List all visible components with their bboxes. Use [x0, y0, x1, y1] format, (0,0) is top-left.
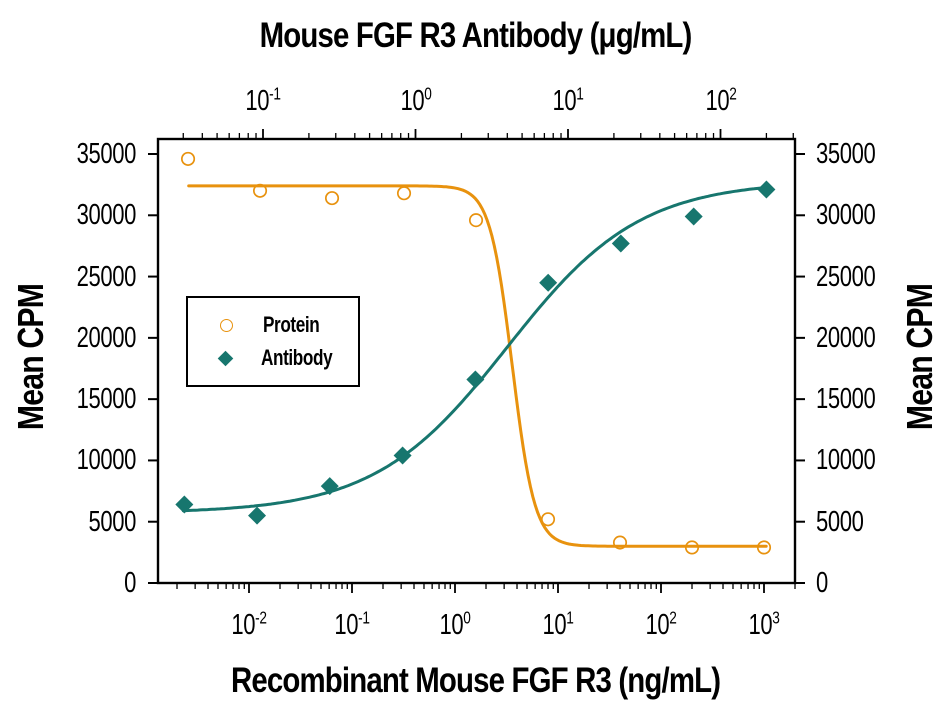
protein-data-point — [540, 512, 556, 527]
y-tick-label-right: 5000 — [816, 505, 864, 538]
x-tick-label-top: 100 — [400, 83, 431, 117]
antibody-data-point — [757, 180, 776, 199]
y-tick-label-left: 15000 — [76, 383, 137, 416]
y-tick-label-right: 15000 — [816, 383, 876, 416]
x-tick-label-bottom: 100 — [439, 607, 471, 641]
antibody-data-point — [539, 273, 558, 292]
protein-data-point — [180, 151, 196, 166]
y-tick-label-right: 30000 — [816, 199, 876, 232]
x-tick-label-top: 101 — [552, 83, 584, 117]
filled-diamond-marker-icon — [217, 350, 234, 366]
legend-item-protein: Protein — [188, 312, 358, 337]
antibody-data-point — [466, 370, 485, 389]
x-tick-label-bottom: 102 — [645, 607, 677, 641]
legend: Protein Antibody — [186, 296, 360, 387]
x-tick-label-top: 102 — [705, 83, 736, 117]
antibody-data-point — [175, 495, 194, 514]
protein-data-point — [612, 535, 628, 550]
antibody-data-point — [248, 506, 267, 525]
y-tick-label-right: 0 — [816, 567, 828, 599]
y-tick-label-left: 0 — [124, 567, 136, 599]
top-axis-title: Mouse FGF R3 Antibody (μg/mL) — [259, 16, 693, 55]
bottom-axis-title: Recombinant Mouse FGF R3 (ng/mL) — [230, 661, 721, 700]
x-tick-label-bottom: 101 — [542, 607, 574, 641]
right-axis-title: Mean CPM — [899, 283, 940, 431]
plot-frame — [156, 137, 797, 585]
x-tick-label-bottom: 10-1 — [334, 607, 370, 641]
y-tick-label-left: 25000 — [76, 260, 137, 293]
protein-data-point — [324, 191, 340, 206]
y-tick-label-right: 35000 — [816, 138, 876, 170]
antibody-data-point — [611, 234, 630, 253]
y-tick-label-left: 10000 — [76, 444, 137, 477]
antibody-data-point — [320, 477, 339, 496]
y-tick-label-right: 10000 — [816, 444, 876, 477]
x-tick-label-bottom: 10-2 — [231, 607, 267, 641]
protein-fit-curve — [187, 184, 768, 548]
protein-data-point — [468, 213, 484, 228]
left-axis-title: Mean CPM — [10, 283, 51, 431]
protein-data-point — [756, 540, 772, 555]
y-tick-label-left: 20000 — [76, 321, 137, 354]
protein-data-point — [396, 186, 412, 201]
x-tick-label-bottom: 103 — [748, 607, 780, 641]
x-tick-label-top: 10-1 — [245, 83, 281, 117]
open-circle-marker-icon — [220, 318, 233, 332]
y-tick-label-left: 30000 — [76, 199, 137, 232]
legend-item-antibody: Antibody — [188, 345, 358, 370]
antibody-data-point — [684, 207, 703, 226]
y-tick-label-right: 20000 — [816, 321, 876, 354]
legend-label-antibody: Antibody — [261, 345, 333, 370]
y-tick-label-left: 5000 — [88, 505, 136, 538]
protein-data-point — [252, 183, 268, 198]
legend-label-protein: Protein — [263, 312, 320, 337]
y-tick-label-right: 25000 — [816, 260, 876, 293]
y-tick-label-left: 35000 — [76, 138, 137, 170]
antibody-data-point — [393, 446, 412, 465]
protein-data-point — [684, 540, 700, 555]
